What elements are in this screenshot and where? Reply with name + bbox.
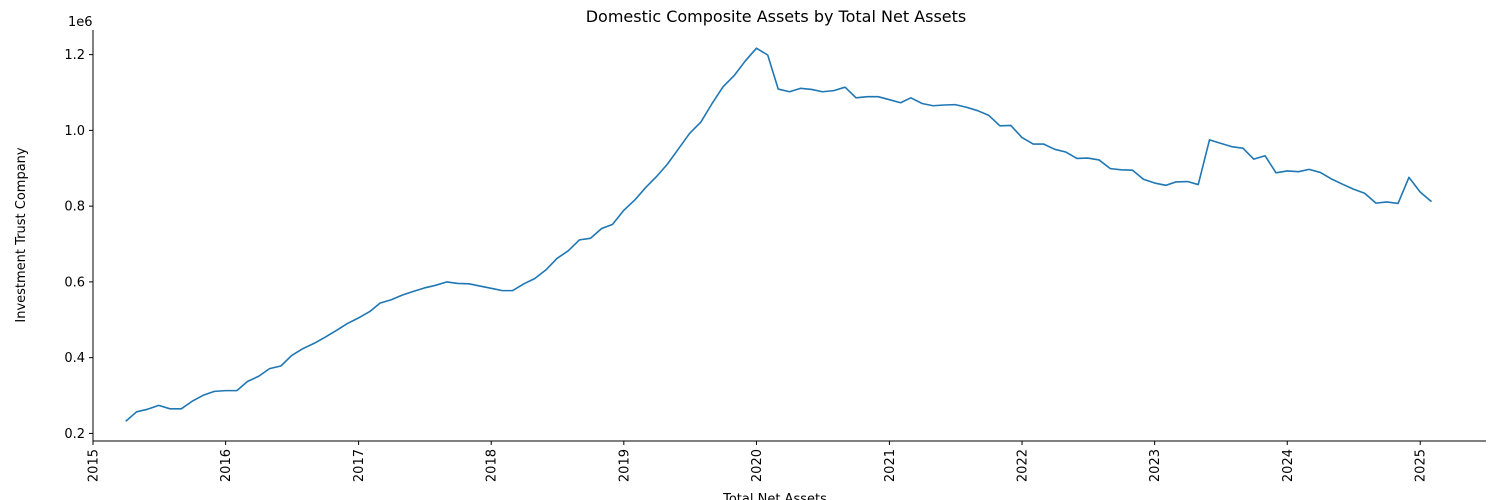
y-axis-ticks: 0.2 0.4 0.6 0.8 1.0 1.2 [64, 48, 93, 442]
y-offset-label: 1e6 [68, 15, 93, 30]
x-axis-ticks: 2015 2016 2017 2018 2019 2020 2021 2022 2023 2024… [87, 441, 1429, 482]
x-tick-label: 2016 [219, 449, 234, 482]
x-tick-label: 2020 [750, 449, 765, 482]
x-tick-label: 2015 [87, 449, 102, 482]
x-axis-label: Total Net Assets [722, 492, 827, 500]
chart-title: Domestic Composite Assets by Total Net A… [586, 7, 967, 26]
x-tick-label: 2017 [352, 449, 367, 482]
x-tick-label: 2021 [883, 449, 898, 482]
x-tick-label: 2018 [485, 449, 500, 482]
y-tick-label: 1.0 [64, 124, 85, 139]
x-tick-label: 2022 [1016, 449, 1031, 482]
y-tick-label: 0.8 [64, 200, 85, 215]
y-tick-label: 0.4 [64, 351, 85, 366]
y-tick-label: 0.2 [64, 427, 85, 442]
y-tick-label: 1.2 [64, 48, 85, 63]
x-tick-label: 2019 [617, 449, 632, 482]
x-tick-label: 2023 [1148, 449, 1163, 482]
x-tick-label: 2025 [1414, 449, 1429, 482]
y-tick-label: 0.6 [64, 275, 85, 290]
x-tick-label: 2024 [1281, 449, 1296, 482]
series-line [125, 47, 1433, 422]
y-axis-label: Investment Trust Company [14, 147, 29, 323]
